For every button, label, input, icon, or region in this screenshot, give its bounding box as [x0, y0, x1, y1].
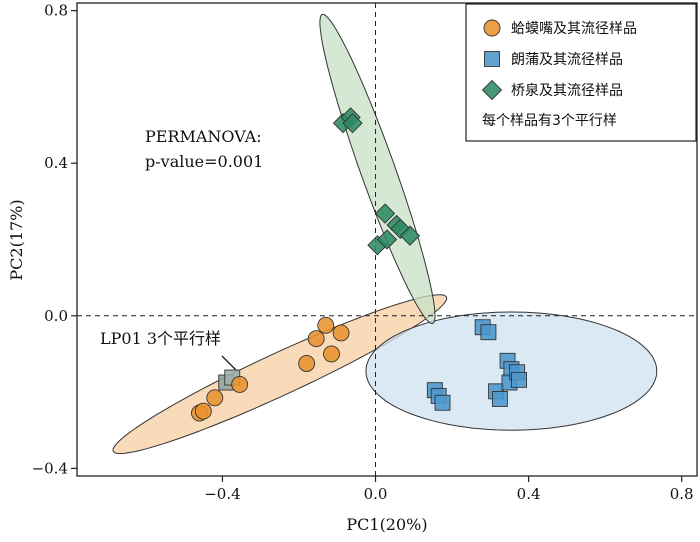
data-point-s3-5: [374, 203, 396, 224]
legend-marker-circle: [483, 19, 501, 37]
y-tick-label: 0.8: [44, 2, 68, 20]
data-point-s3-6: [376, 229, 398, 250]
data-point-s3-3: [342, 113, 363, 134]
legend-label-2: 朗蒲及其流径样品: [511, 52, 623, 68]
data-point-s2-7: [491, 390, 508, 407]
data-point-s1-9: [323, 345, 340, 363]
x-tick-label: 0.4: [517, 485, 541, 503]
plot-frame: [76, 2, 698, 477]
data-point-s1-2: [194, 402, 212, 420]
data-point-s1-8: [317, 316, 335, 334]
confidence-ellipse-3: [319, 13, 436, 324]
y-axis-label: PC2(17%): [7, 199, 26, 280]
legend-box: [465, 3, 697, 142]
data-point-s1-5: [231, 376, 249, 393]
legend-label-3: 桥泉及其流径样品: [511, 82, 623, 99]
legend-marker-diamond: [481, 79, 503, 101]
y-tick-label: 0.4: [44, 154, 68, 172]
data-point-s1-7: [307, 330, 325, 348]
data-point-s1-6: [298, 355, 316, 372]
legend-label-1: 蛤蟆嘴及其流径样品: [511, 21, 637, 37]
x-axis-label: PC1(20%): [346, 515, 427, 534]
data-point-s2-3: [434, 394, 451, 411]
data-point-s2-5: [480, 324, 497, 341]
y-tick-label: −0.4: [32, 459, 68, 477]
permanova-pvalue: p-value=0.001: [145, 152, 263, 171]
data-point-s2-12: [511, 371, 527, 388]
legend-note: 每个样品有3个平行样: [482, 113, 617, 129]
legend-marker-square: [484, 51, 500, 67]
x-tick-label: 0.8: [670, 485, 694, 503]
x-tick-label: −0.4: [204, 485, 240, 503]
data-point-s1-10: [332, 324, 350, 342]
y-tick-label: 0.0: [44, 307, 68, 325]
x-tick-label: 0.0: [364, 485, 388, 503]
lp01-annotation: LP01 3个平行样: [100, 329, 221, 348]
data-point-s1-3: [206, 389, 224, 407]
lp01-arrow: [221, 355, 237, 371]
data-point-s3-9: [399, 225, 421, 246]
permanova-title: PERMANOVA:: [145, 127, 262, 146]
